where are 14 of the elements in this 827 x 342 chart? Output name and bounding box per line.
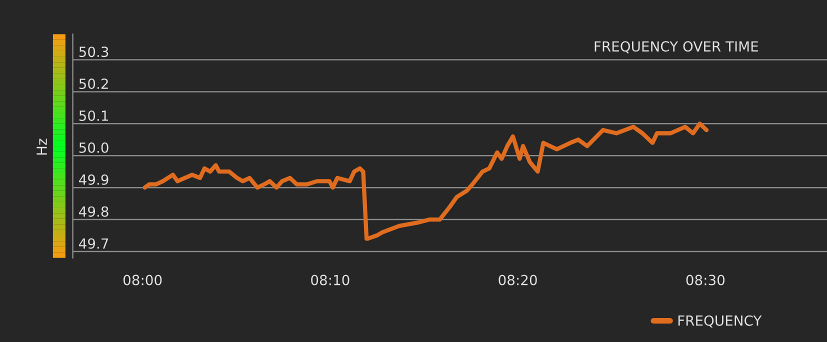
x-tick-label: 08:20 xyxy=(498,274,537,286)
x-tick-label: 08:10 xyxy=(311,274,350,286)
x-tick-label: 08:00 xyxy=(123,274,162,286)
y-tick-label: 49.9 xyxy=(79,174,108,185)
y-tick-label: 49.8 xyxy=(79,206,108,217)
x-tick-label: 08:30 xyxy=(686,274,725,286)
y-tick-label: 49.7 xyxy=(79,238,108,249)
chart-title: FREQUENCY OVER TIME xyxy=(594,41,758,54)
y-tick-label: 50.0 xyxy=(79,142,108,153)
legend-label: FREQUENCY xyxy=(678,315,762,328)
y-tick-label: 50.2 xyxy=(79,78,108,90)
y-axis-title: Hz xyxy=(36,138,47,155)
y-tick-label: 50.3 xyxy=(79,46,108,58)
y-tick-label: 50.1 xyxy=(79,110,108,121)
